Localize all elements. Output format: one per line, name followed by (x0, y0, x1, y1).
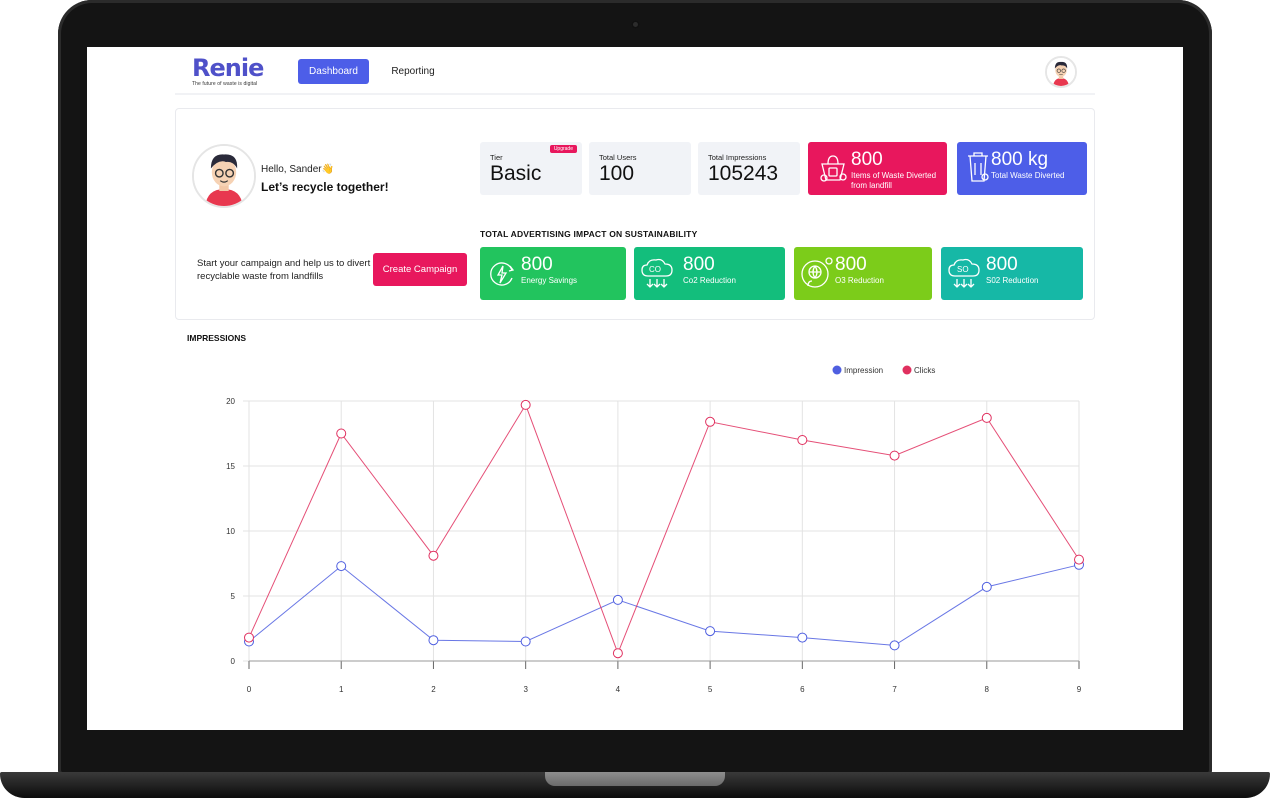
waste-items-label: Items of Waste Diverted from landfill (851, 171, 937, 190)
energy-savings-label: Energy Savings (521, 276, 578, 285)
x-tick-label: 9 (1077, 685, 1082, 694)
co2-reduction-card: CO 800 Co2 Reduction (634, 247, 785, 300)
o3-icon (801, 257, 833, 288)
o3-reduction-value: 800 (835, 254, 867, 275)
x-tick-label: 1 (339, 685, 344, 694)
impact-title: TOTAL ADVERTISING IMPACT ON SUSTAINABILI… (480, 229, 698, 239)
legend-marker-impression (832, 365, 842, 375)
co2-reduction-value: 800 (683, 254, 715, 275)
screen: Renie The future of waste is digital Das… (87, 47, 1183, 730)
camera-icon (631, 20, 640, 29)
so2-icon: SO (948, 258, 980, 288)
data-point-clicks (889, 450, 900, 461)
energy-icon (490, 262, 515, 286)
tier-card: Upgrade Tier Basic (480, 142, 582, 195)
svg-text:CO: CO (649, 265, 661, 274)
legend-marker-clicks (902, 365, 912, 375)
co2-icon: CO (641, 258, 673, 288)
y-tick-label: 15 (226, 462, 235, 471)
svg-text:SO: SO (957, 265, 969, 274)
data-point-clicks (981, 412, 992, 423)
impressions-label: Total Impressions (708, 153, 767, 162)
series-line-clicks (248, 403, 1080, 655)
avatar-icon (194, 146, 254, 206)
x-tick-label: 5 (708, 685, 713, 694)
so2-reduction-card: SO 800 S02 Reduction (941, 247, 1083, 300)
data-point-clicks (797, 435, 808, 445)
data-point-clicks (428, 550, 439, 561)
y-tick-label: 10 (226, 527, 235, 536)
waste-kg-label: Total Waste Diverted (991, 171, 1065, 180)
legend-label-impression: Impression (844, 366, 883, 375)
data-point-impression (889, 640, 900, 651)
data-point-impression (336, 561, 347, 572)
data-point-impression (428, 635, 439, 646)
total-impressions-card: Total Impressions 105243 (698, 142, 800, 195)
users-value: 100 (599, 162, 635, 185)
x-tick-label: 2 (431, 685, 436, 694)
o3-reduction-card: 800 O3 Reduction (794, 247, 932, 300)
create-campaign-button[interactable]: Create Campaign (373, 253, 467, 286)
campaign-prompt: Start your campaign and help us to diver… (197, 258, 371, 282)
waste-items-card: 800 Items of Waste Diverted from landfil… (808, 142, 947, 195)
o3-reduction-label: O3 Reduction (835, 276, 884, 285)
greeting-tagline: Let’s recycle together! (261, 180, 389, 194)
y-tick-label: 20 (226, 397, 235, 406)
logo-text: Renie (192, 54, 264, 82)
logo[interactable]: Renie The future of waste is digital (192, 54, 264, 87)
impressions-value: 105243 (708, 162, 779, 185)
greeting-hello: Hello, Sander👋 (261, 164, 335, 175)
waste-kg-value: 800 kg (991, 149, 1049, 170)
total-users-card: Total Users 100 (589, 142, 691, 195)
x-tick-label: 6 (800, 685, 805, 694)
x-tick-label: 0 (247, 685, 252, 694)
data-point-clicks (244, 632, 254, 643)
data-point-clicks (705, 416, 716, 427)
nav-reporting-link[interactable]: Reporting (391, 66, 435, 77)
logo-tagline: The future of waste is digital (192, 81, 258, 87)
summary-panel: Hello, Sander👋 Let’s recycle together! S… (175, 108, 1095, 320)
series-line-impression (248, 564, 1080, 646)
tier-value: Basic (490, 162, 542, 185)
waste-bag-icon (820, 155, 847, 182)
x-tick-label: 7 (892, 685, 897, 694)
data-point-impression (520, 636, 531, 647)
data-point-clicks (612, 648, 623, 659)
data-point-clicks (336, 428, 347, 439)
so2-reduction-value: 800 (986, 254, 1018, 275)
laptop-notch (545, 772, 725, 786)
nav-dashboard-button[interactable]: Dashboard (298, 59, 369, 84)
user-avatar[interactable] (1045, 56, 1077, 88)
avatar-icon (1047, 58, 1075, 86)
x-tick-label: 3 (523, 685, 528, 694)
data-point-clicks (1074, 554, 1084, 565)
users-label: Total Users (599, 153, 637, 162)
x-tick-label: 4 (616, 685, 621, 694)
x-tick-label: 8 (985, 685, 990, 694)
energy-savings-value: 800 (521, 254, 553, 275)
data-point-impression (705, 626, 716, 637)
impressions-chart: 0 5 10 15 20 0 1 2 3 4 5 6 7 8 9 Impression Clicks (226, 365, 1084, 694)
legend-label-clicks: Clicks (914, 366, 935, 375)
co2-reduction-label: Co2 Reduction (683, 276, 736, 285)
data-point-impression (797, 632, 808, 643)
greeting-avatar (192, 144, 256, 208)
data-point-impression (981, 581, 992, 592)
upgrade-button[interactable]: Upgrade (549, 145, 577, 153)
y-tick-label: 0 (231, 657, 236, 666)
waste-kg-card: 800 kg Total Waste Diverted (957, 142, 1087, 195)
recycle-bin-icon (968, 152, 989, 182)
data-point-clicks (520, 399, 531, 410)
data-point-impression (612, 594, 623, 605)
energy-savings-card: 800 Energy Savings (480, 247, 626, 300)
y-tick-label: 5 (231, 592, 236, 601)
impressions-title: IMPRESSIONS (187, 333, 247, 343)
waste-items-value: 800 (851, 149, 883, 170)
so2-reduction-label: S02 Reduction (986, 276, 1039, 285)
top-navigation: Renie The future of waste is digital Das… (175, 47, 1095, 95)
tier-label: Tier (490, 153, 503, 162)
